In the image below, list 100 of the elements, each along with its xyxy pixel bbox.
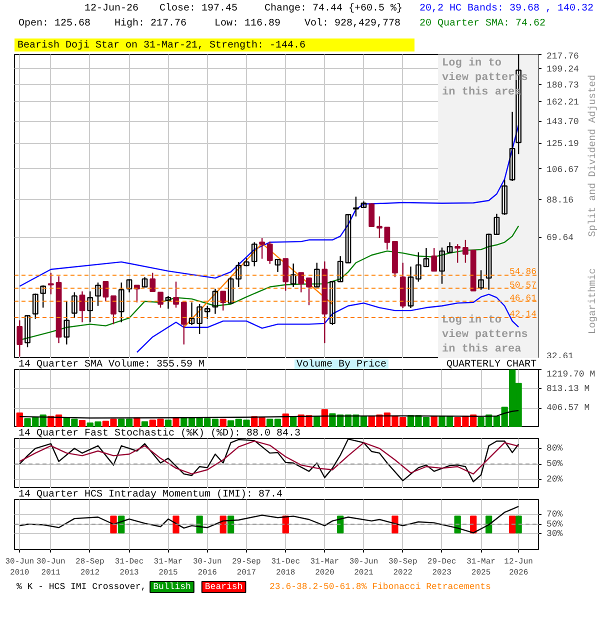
annotation: QUARTERLY CHART — [446, 360, 537, 370]
candlestick — [173, 281, 179, 308]
candlestick — [352, 196, 359, 218]
ref-line-label: 54.86 — [509, 267, 537, 278]
candlestick — [180, 302, 187, 346]
candlestick — [212, 288, 218, 314]
text: Bearish — [204, 582, 243, 592]
y-tick-label: 217.76 — [546, 52, 579, 62]
text: Change: 74.44 {+60.5 %} — [264, 2, 403, 14]
candlestick — [462, 239, 468, 264]
y-tick-label: 199.24 — [546, 64, 579, 75]
candlestick — [494, 213, 500, 235]
x-tick-label: 28-Sep 2012 — [76, 558, 105, 578]
candlestick — [251, 242, 258, 267]
x-tick-label: 31-Mar 2025 — [466, 558, 496, 578]
candlestick — [282, 258, 289, 292]
candlestick — [142, 276, 148, 288]
ref-line-label: 50.57 — [509, 280, 537, 290]
x-tick-label: 30-Jun 2021 — [349, 558, 378, 578]
candlestick — [368, 202, 375, 228]
candlestick — [259, 237, 266, 260]
candlestick — [102, 281, 109, 302]
y-tick-label: 69.64 — [546, 233, 574, 244]
x-tick-label: 30-Jun 2011 — [36, 558, 66, 578]
candlestick — [134, 284, 140, 303]
candlestick — [24, 314, 30, 348]
candlestick — [415, 252, 422, 282]
text: High: 217.76 — [114, 18, 187, 30]
candlestick — [306, 277, 312, 306]
candlestick — [204, 305, 210, 320]
candlestick — [290, 262, 296, 288]
y-tick-label: 180.73 — [546, 80, 579, 90]
candlestick — [48, 272, 54, 295]
candlestick — [298, 272, 304, 293]
candlestick — [95, 282, 101, 306]
candlestick — [454, 244, 461, 264]
chart-title: 14 Quarter Fast Stochastic (%K) (%D): 88.0 84.3 — [18, 428, 301, 440]
candlestick — [486, 233, 492, 290]
candlestick — [228, 276, 234, 304]
x-tick-label: 30-Jun 2016 — [192, 558, 222, 578]
line-series — [19, 506, 520, 534]
text: 20,2 HC Bands: 39.68 , 140.32 — [420, 2, 594, 14]
x-tick-label: 31-Dec 2013 — [114, 558, 144, 578]
x-tick-label: 30-Sep 2022 — [388, 558, 418, 578]
candlestick — [408, 266, 414, 309]
candlestick — [509, 111, 516, 182]
candlestick — [431, 247, 438, 272]
candlestick — [150, 272, 156, 292]
y-tick-label: 162.21 — [546, 98, 579, 108]
text: 23.6-38.2-50-61.8% Fibonacci Retracements — [270, 582, 491, 592]
candlestick — [158, 292, 164, 308]
y-tick-label: 30% — [546, 528, 564, 539]
y-tick-label: 50% — [546, 519, 564, 530]
x-tick-label: 12-Jun 2026 — [504, 558, 534, 578]
candlestick — [188, 302, 195, 326]
candlestick — [266, 240, 273, 264]
candlestick — [110, 295, 116, 325]
y-tick-label: 1219.70 M — [546, 370, 596, 380]
candlestick — [423, 247, 430, 268]
candlestick — [439, 246, 445, 284]
text: 12-Jun-26 — [84, 4, 139, 14]
candlestick — [165, 295, 172, 310]
candlestick — [446, 242, 453, 253]
y-tick-label: 20% — [546, 474, 564, 485]
candlestick — [502, 179, 508, 216]
text: Bullish — [153, 582, 191, 592]
chart-title: 14 Quarter HCS Intraday Momentum (IMI): 87.4 — [18, 488, 283, 500]
text: Logarithmic — [587, 268, 599, 334]
candlestick — [314, 262, 320, 288]
x-tick-label: 29-Dec 2023 — [427, 558, 456, 578]
candlestick — [126, 278, 132, 293]
y-tick-label: 125.19 — [546, 139, 579, 150]
x-tick-label: 31-Mar 2020 — [310, 558, 340, 578]
candlestick — [32, 293, 38, 320]
text: 20 Quarter SMA: 74.62 — [420, 18, 546, 30]
candlestick — [345, 214, 352, 264]
candlestick — [64, 300, 70, 346]
candlestick — [79, 290, 86, 323]
candlestick — [337, 256, 344, 282]
candlestick — [40, 284, 46, 308]
annotation: Volume By Price — [296, 358, 387, 370]
text: Low: 116.89 — [214, 18, 281, 30]
ref-line-label: 46.61 — [509, 293, 537, 304]
candlestick — [330, 281, 336, 326]
candlestick — [236, 261, 242, 288]
text: Open: 125.68 — [18, 18, 91, 30]
candlestick — [478, 270, 484, 290]
legend-title: % K - HCS IMI Crossover, — [16, 582, 146, 592]
candlestick — [274, 258, 281, 273]
x-tick-label: 31-Mar 2015 — [154, 558, 183, 578]
y-tick-label: 50% — [546, 459, 564, 470]
text: Close: 197.45 — [160, 2, 238, 14]
y-tick-label: 70% — [546, 510, 564, 520]
y-tick-label: 406.57 M — [546, 403, 590, 414]
text: Vol: 928,429,778 — [304, 18, 401, 30]
x-tick-label: 30-Jun 2010 — [5, 558, 34, 578]
candlestick — [87, 290, 94, 323]
y-axis-title: Split and Dividend Adjusted — [587, 74, 599, 237]
x-tick-label: 29-Sep 2017 — [232, 558, 261, 578]
y-tick-label: 813.13 M — [546, 384, 590, 394]
